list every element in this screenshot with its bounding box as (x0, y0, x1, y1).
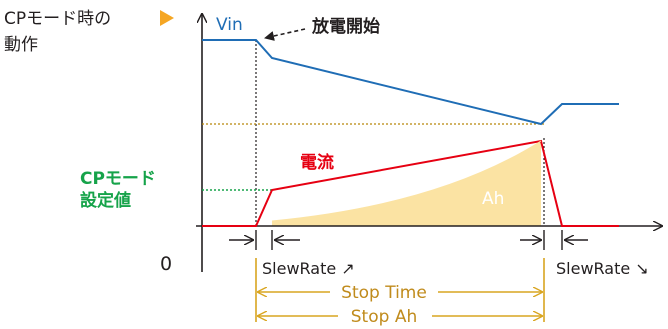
cp-setting-label-line1: CPモード (80, 169, 156, 189)
stop-ah-label-bg (338, 307, 432, 325)
mode-pointer-icon (160, 10, 174, 26)
slew-rate-end-label: SlewRate ↘ (556, 259, 649, 278)
slew-rate-start-label: SlewRate ↗ (262, 259, 355, 278)
ah-label: Ah (482, 189, 504, 209)
cp-setting-label-line2: 設定値 (80, 190, 131, 211)
discharge-start-pointer (264, 28, 306, 41)
current-curve (202, 139, 619, 227)
current-label: 電流 (300, 152, 334, 173)
vin-curve (202, 39, 619, 126)
discharge-start-label: 放電開始 (311, 16, 380, 37)
stop-ah-label: Stop Ah (351, 307, 417, 327)
origin-label: 0 (160, 253, 172, 275)
mode-label-line2: 動作 (4, 35, 38, 55)
vin-label: Vin (216, 15, 243, 35)
ah-area (272, 141, 541, 226)
ah-curve-edge (271, 140, 542, 222)
stop-time-label: Stop Time (341, 283, 427, 303)
mode-label-line1: CPモード時の (4, 9, 111, 29)
stop-time-label-bg (330, 283, 438, 301)
